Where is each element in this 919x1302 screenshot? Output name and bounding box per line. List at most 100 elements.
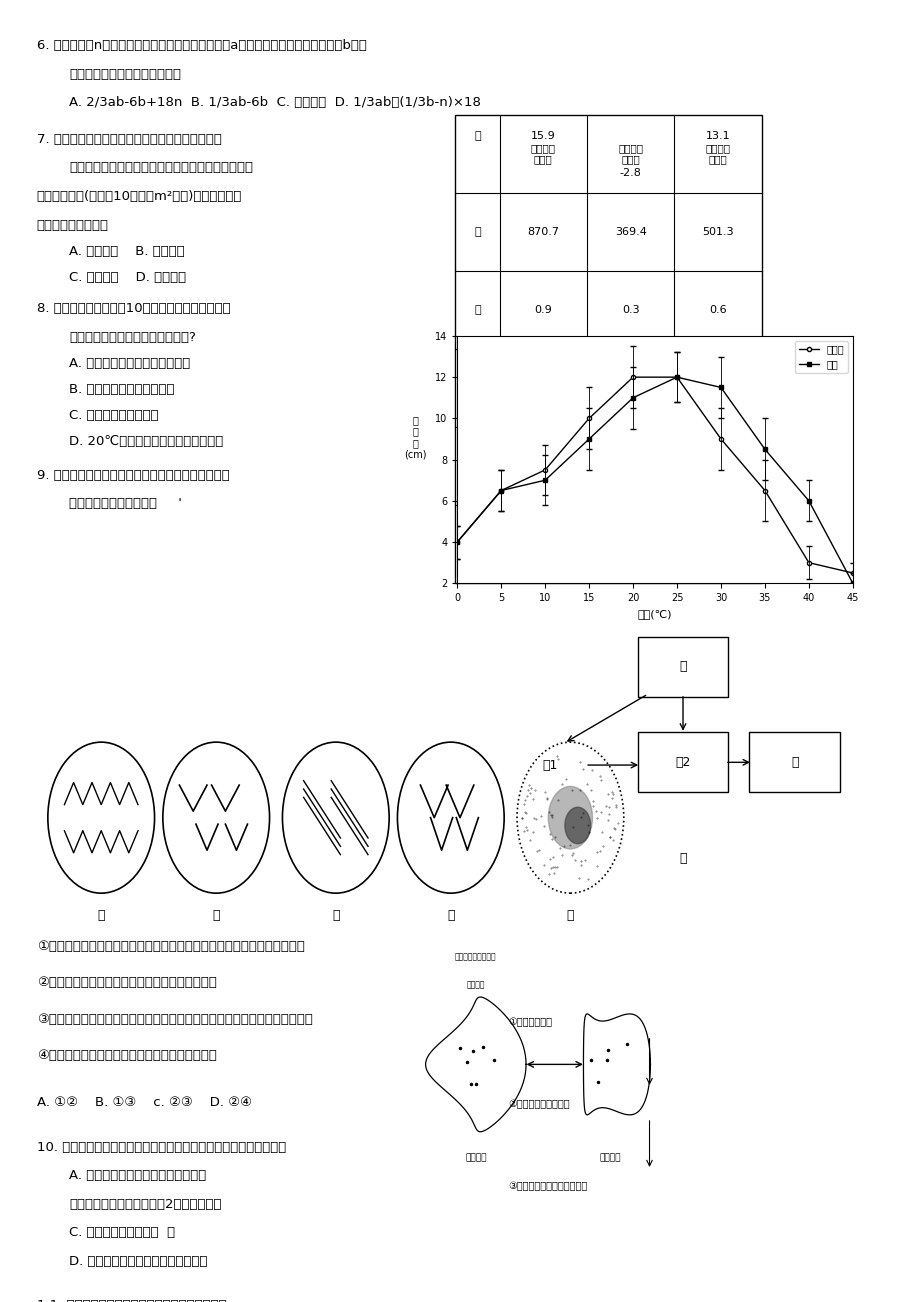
- Legend: 向日葵, 棉花: 向日葵, 棉花: [795, 341, 847, 374]
- Text: 191.4: 191.4: [701, 461, 733, 471]
- Text: C. 丙不一定是原核生物  。: C. 丙不一定是原核生物 。: [69, 1226, 175, 1240]
- Text: 141.0: 141.0: [527, 383, 559, 393]
- 向日葵: [495, 483, 506, 499]
- Text: 丁: 丁: [678, 852, 686, 865]
- Text: 激活状态: 激活状态: [465, 1154, 486, 1163]
- 向日葵: [846, 565, 857, 581]
- Text: 9. 下图为某种生物体有性生殖过程中有关细胞的分裂: 9. 下图为某种生物体有性生殖过程中有关细胞的分裂: [37, 469, 230, 482]
- Text: 图像。下列说法错误的是     ': 图像。下列说法错误的是 ': [69, 497, 182, 510]
- Text: 7. 右表是对某生态系统营养和能量流动情况的调查: 7. 右表是对某生态系统营养和能量流动情况的调查: [37, 133, 221, 146]
- 棉花: [802, 493, 813, 509]
- Text: 戊: 戊: [566, 909, 573, 922]
- Text: 结果，表中甲、乙、丙、丁分别代表不同的营养级，: 结果，表中甲、乙、丙、丁分别代表不同的营养级，: [69, 161, 253, 174]
- Text: 870.7: 870.7: [527, 227, 559, 237]
- Text: ①雄性动物体内，同时具有图甲～戊所示细胞的器官是睾丸而不可能是肝脏: ①雄性动物体内，同时具有图甲～戊所示细胞的器官是睾丸而不可能是肝脏: [37, 940, 304, 953]
- Text: 丙: 丙: [790, 756, 798, 768]
- FancyBboxPatch shape: [637, 732, 728, 793]
- Text: 内温度的关系。下列叙述何者正确?: 内温度的关系。下列叙述何者正确?: [69, 331, 196, 344]
- Text: C. 棉花较向日葵耐高温: C. 棉花较向日葵耐高温: [69, 409, 158, 422]
- FancyBboxPatch shape: [637, 637, 728, 697]
- Circle shape: [564, 807, 590, 844]
- 棉花: [671, 370, 682, 385]
- Text: 501.3: 501.3: [701, 227, 733, 237]
- Text: 15.9: 15.9: [530, 132, 555, 142]
- Text: 丙: 丙: [473, 305, 481, 315]
- Line: 棉花: 棉花: [455, 375, 854, 586]
- Text: ③依赖周期蛋白激酶抑制因子: ③依赖周期蛋白激酶抑制因子: [507, 1181, 586, 1191]
- Text: ②基因重组的发生与图甲有关而与图丙无直接关系: ②基因重组的发生与图甲有关而与图丙无直接关系: [37, 976, 217, 990]
- 向日葵: [583, 410, 594, 426]
- 向日葵: [758, 483, 769, 499]
- Text: 20.1: 20.1: [618, 461, 642, 471]
- Text: ②依赖周期蛋白质激酶: ②依赖周期蛋白质激酶: [507, 1099, 569, 1109]
- Text: ③图乙所示分裂方式，其间期突变产生的新基因传给后代的可能性要大于图丙: ③图乙所示分裂方式，其间期突变产生的新基因传给后代的可能性要大于图丙: [37, 1013, 312, 1026]
- Circle shape: [548, 786, 592, 849]
- Text: 0.9: 0.9: [534, 305, 551, 315]
- Text: D. 丁的含量增加将导致臭氧层被破坏: D. 丁的含量增加将导致臭氧层被破坏: [69, 1255, 208, 1268]
- Text: C. 乙丁甲丙    D. 丙甲丁乙: C. 乙丁甲丙 D. 丙甲丁乙: [69, 271, 186, 284]
- 向日葵: [802, 555, 813, 570]
- 棉花: [539, 473, 550, 488]
- 向日葵: [451, 534, 462, 549]
- Text: D. 20℃时，向日葵根的生长较棉花差: D. 20℃时，向日葵根的生长较棉花差: [69, 435, 223, 448]
- 棉花: [495, 483, 506, 499]
- 棉花: [846, 575, 857, 591]
- X-axis label: 温度(℃): 温度(℃): [637, 608, 672, 618]
- Text: 0.6: 0.6: [709, 305, 726, 315]
- Text: 10. 右图表示生态系统四种成分之间的关系，以下相关叙述正确的是: 10. 右图表示生态系统四种成分之间的关系，以下相关叙述正确的是: [37, 1141, 286, 1154]
- Text: 激活状态: 激活状态: [466, 980, 484, 990]
- Text: 同化固定
的能量: 同化固定 的能量: [530, 143, 555, 164]
- 棉花: [715, 380, 726, 396]
- 向日葵: [715, 431, 726, 447]
- Text: 369.4: 369.4: [614, 227, 646, 237]
- Text: 体内贮存
的能量: 体内贮存 的能量: [618, 143, 642, 164]
- Polygon shape: [425, 997, 526, 1131]
- 向日葵: [539, 462, 550, 478]
- Text: 基对，则该蛋白质的分子量约为: 基对，则该蛋白质的分子量约为: [69, 68, 181, 81]
- Text: ④中心法则表示的生命活动主要发生在图乙和图戊: ④中心法则表示的生命活动主要发生在图乙和图戊: [37, 1049, 217, 1062]
- Text: 丁: 丁: [447, 909, 454, 922]
- Text: A. 甲和乙所包含的所有种群构成群落: A. 甲和乙所包含的所有种群构成群落: [69, 1169, 206, 1182]
- 棉花: [627, 391, 638, 406]
- Text: B. 根的发育不受温度的限制: B. 根的发育不受温度的限制: [69, 383, 175, 396]
- Text: 1 1. 下列关于微生物代谢调节的说法中，错误的是: 1 1. 下列关于微生物代谢调节的说法中，错误的是: [37, 1299, 226, 1302]
- 向日葵: [671, 370, 682, 385]
- Text: 79.1: 79.1: [705, 383, 730, 393]
- Text: 乙: 乙: [212, 909, 220, 922]
- Text: 211.5: 211.5: [527, 461, 559, 471]
- Text: A. 2/3ab-6b+18n  B. 1/3ab-6b  C. 无法判断  D. 1/3ab－(1/3b-n)×18: A. 2/3ab-6b+18n B. 1/3ab-6b C. 无法判断 D. 1…: [69, 96, 481, 109]
- 棉花: [451, 534, 462, 549]
- Line: 向日葵: 向日葵: [455, 375, 854, 575]
- Text: 甲: 甲: [97, 909, 105, 922]
- Text: 丙: 丙: [332, 909, 339, 922]
- Text: A. ①②    B. ①③    c. ②③    D. ②④: A. ①② B. ①③ c. ②③ D. ②④: [37, 1096, 252, 1109]
- Text: 61.9: 61.9: [618, 383, 642, 393]
- Text: 乙: 乙: [473, 227, 481, 237]
- Text: 细胞周期蛋白的驱动: 细胞周期蛋白的驱动: [455, 953, 496, 962]
- Text: A. 甲乙丙丁    B. 乙丁丙甲: A. 甲乙丙丁 B. 乙丁丙甲: [69, 245, 185, 258]
- Polygon shape: [583, 1014, 650, 1115]
- Text: ①周期蛋白合成: ①周期蛋白合成: [507, 1017, 551, 1027]
- Text: 8. 右图是棉花和向日葵10大的幼苗根系发育与土壤: 8. 右图是棉花和向日葵10大的幼苗根系发育与土壤: [37, 302, 230, 315]
- 向日葵: [627, 370, 638, 385]
- Text: 失活状态: 失活状态: [598, 1154, 619, 1163]
- Text: 13.1: 13.1: [705, 132, 730, 142]
- Text: 乙1: 乙1: [542, 759, 557, 772]
- Text: 戊为分解者。(单位：10千焦／m²／年)。该生态系统: 戊为分解者。(单位：10千焦／m²／年)。该生态系统: [37, 190, 242, 203]
- Text: 0.3: 0.3: [621, 305, 639, 315]
- FancyBboxPatch shape: [749, 732, 839, 793]
- Text: 甲: 甲: [678, 660, 686, 673]
- Text: 6. 某蛋白质由n条肽链组成，氨基酸的平均分子量为a，控制该蛋白质合成的基因含b个碱: 6. 某蛋白质由n条肽链组成，氨基酸的平均分子量为a，控制该蛋白质合成的基因含b…: [37, 39, 367, 52]
- Bar: [455, 115, 761, 583]
- Text: A. 根的生长会随温度增高而增加: A. 根的生长会随温度增高而增加: [69, 357, 190, 370]
- Text: 戊: 戊: [473, 461, 481, 471]
- 棉花: [758, 441, 769, 457]
- Y-axis label: 根
长
度
(cm): 根 长 度 (cm): [404, 415, 426, 460]
- Text: 丁: 丁: [473, 383, 481, 393]
- Text: -2.8: -2.8: [619, 168, 641, 178]
- Text: 乙2: 乙2: [675, 756, 690, 768]
- Text: 的营养关系可表示为: 的营养关系可表示为: [37, 219, 108, 232]
- Text: 乙，的同化量较大，流向乙2的能量就越少: 乙，的同化量较大，流向乙2的能量就越少: [69, 1198, 221, 1211]
- 棉花: [583, 431, 594, 447]
- Text: 呼吸消耗
的能量: 呼吸消耗 的能量: [705, 143, 730, 164]
